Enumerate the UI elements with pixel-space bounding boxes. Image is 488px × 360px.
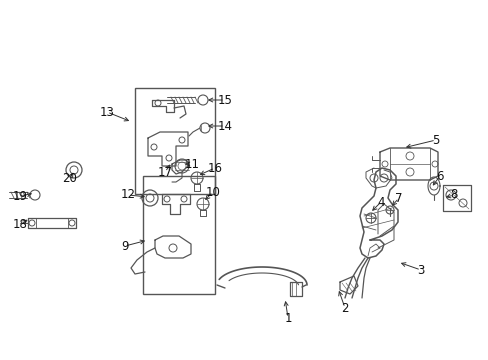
Bar <box>142 176 215 294</box>
Bar <box>135 88 215 194</box>
Text: 16: 16 <box>207 162 222 175</box>
Text: 8: 8 <box>449 189 457 202</box>
Text: 10: 10 <box>205 185 220 198</box>
Text: 1: 1 <box>284 311 291 324</box>
Text: 18: 18 <box>13 219 27 231</box>
Text: 6: 6 <box>435 170 443 183</box>
Text: 19: 19 <box>13 189 27 202</box>
Text: 5: 5 <box>431 134 439 147</box>
Text: 20: 20 <box>62 171 77 184</box>
Text: 11: 11 <box>184 158 199 171</box>
Text: 9: 9 <box>121 239 128 252</box>
Text: 2: 2 <box>341 302 348 315</box>
Text: 13: 13 <box>100 105 114 118</box>
Text: 7: 7 <box>394 192 402 204</box>
Text: 17: 17 <box>157 166 172 179</box>
Text: 12: 12 <box>120 189 135 202</box>
Text: 14: 14 <box>217 120 232 132</box>
Text: 15: 15 <box>217 94 232 107</box>
Text: 3: 3 <box>416 264 424 276</box>
Text: 4: 4 <box>376 195 384 208</box>
